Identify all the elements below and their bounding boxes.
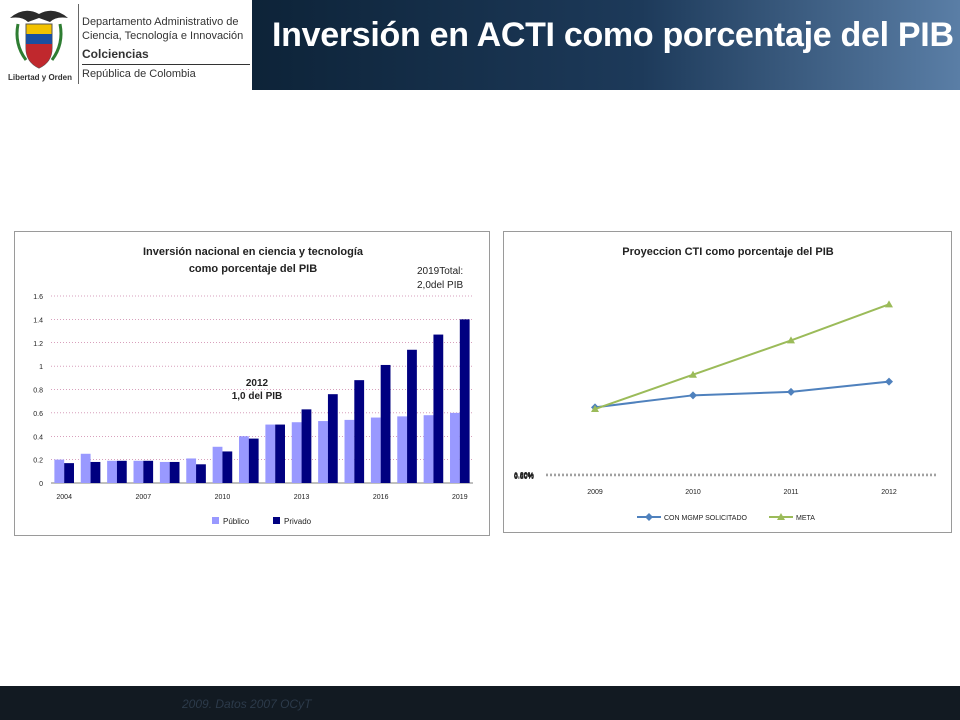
org-line-2: Ciencia, Tecnología e Innovación bbox=[82, 30, 244, 42]
bar-chart-title: Inversión nacional en ciencia y tecnolog… bbox=[143, 246, 364, 258]
bar-publico-2015 bbox=[344, 419, 355, 483]
bar-x-tick-label: 2013 bbox=[294, 494, 310, 501]
bar-publico-2007 bbox=[133, 460, 144, 483]
bar-privado-2008 bbox=[169, 461, 180, 483]
bar-publico-2010 bbox=[212, 446, 223, 483]
annotation-2012-line1: 2012 bbox=[246, 378, 269, 389]
motto-text: Libertad y Orden bbox=[7, 73, 72, 82]
bar-publico-2004 bbox=[54, 459, 65, 483]
bar-privado-2012 bbox=[275, 424, 285, 483]
bar-publico-2006 bbox=[107, 460, 117, 483]
investment-bar-chart: Inversión nacional en ciencia y tecnolog… bbox=[14, 231, 490, 536]
annotation-2019-line2: 2,0del PIB bbox=[417, 280, 463, 291]
footer-bar bbox=[0, 686, 960, 720]
bar-privado-2011 bbox=[248, 438, 259, 483]
org-line-4: República de Colombia bbox=[82, 68, 196, 80]
bar-y-tick-label: 0.2 bbox=[33, 458, 43, 465]
bar-privado-2006 bbox=[116, 460, 127, 483]
annotation-2019-line1: 2019Total: bbox=[417, 266, 463, 277]
bar-publico-2016 bbox=[370, 417, 381, 483]
bar-privado-2019 bbox=[459, 319, 470, 483]
line-x-tick-label: 2012 bbox=[881, 489, 897, 496]
logo-area: Libertad y Orden Departamento Administra… bbox=[0, 0, 252, 90]
line-point-meta-2012 bbox=[885, 300, 893, 308]
footer-source-text: 2009. Datos 2007 OCyT bbox=[182, 697, 312, 711]
bar-x-tick-label: 2016 bbox=[373, 494, 389, 501]
bar-legend-label-1: Privado bbox=[284, 517, 312, 526]
bar-privado-2017 bbox=[407, 349, 417, 483]
bar-publico-2008 bbox=[159, 461, 170, 483]
line-x-tick-label: 2011 bbox=[783, 489, 798, 496]
line-legend-label-0: CON MGMP SOLICITADO bbox=[664, 515, 748, 522]
bar-privado-2014 bbox=[327, 394, 338, 483]
bar-privado-2013 bbox=[301, 409, 312, 483]
bar-y-tick-label: 0.6 bbox=[33, 411, 43, 418]
bar-x-tick-label: 2007 bbox=[136, 494, 152, 501]
bar-publico-2009 bbox=[186, 458, 197, 483]
logo-rule bbox=[82, 64, 250, 65]
bar-y-tick-label: 0.8 bbox=[33, 388, 43, 395]
slide-title: Inversión en ACTI como porcentaje del PI… bbox=[272, 16, 954, 54]
bar-privado-2004 bbox=[64, 463, 74, 483]
bar-y-tick-label: 0 bbox=[39, 481, 43, 488]
line-point-meta-2011 bbox=[787, 336, 795, 344]
bar-publico-2011 bbox=[239, 436, 249, 483]
bar-privado-2007 bbox=[143, 460, 154, 483]
line-legend-marker-1 bbox=[777, 513, 785, 520]
line-y-tick-label: 1.00% bbox=[514, 472, 534, 479]
bar-x-tick-label: 2019 bbox=[452, 494, 468, 501]
bar-legend-label-0: Público bbox=[223, 517, 250, 526]
line-x-tick-label: 2009 bbox=[587, 489, 603, 496]
bar-privado-2015 bbox=[354, 380, 365, 483]
bar-publico-2018 bbox=[423, 415, 434, 483]
bar-y-tick-label: 1.6 bbox=[33, 294, 43, 301]
line-point-meta-2010 bbox=[689, 370, 697, 378]
bar-chart-svg: Inversión nacional en ciencia y tecnolog… bbox=[33, 246, 473, 526]
bar-privado-2009 bbox=[196, 464, 206, 483]
bar-privado-2016 bbox=[380, 364, 391, 483]
bar-y-tick-label: 1.4 bbox=[33, 317, 43, 324]
line-y-tick-label: 0.00% bbox=[514, 474, 534, 481]
line-y-tick-label: 0.80% bbox=[514, 473, 534, 480]
bar-y-tick-label: 0.4 bbox=[33, 434, 43, 441]
line-series-0 bbox=[594, 380, 890, 409]
line-chart-svg: Proyeccion CTI como porcentaje del PIB 0… bbox=[514, 246, 938, 522]
bar-y-tick-label: 1 bbox=[39, 364, 43, 371]
title-bar bbox=[252, 0, 960, 90]
line-series-1 bbox=[594, 303, 890, 410]
bar-publico-2013 bbox=[291, 422, 302, 483]
line-point-con-mgmp-2011 bbox=[787, 387, 795, 396]
projection-line-chart: Proyeccion CTI como porcentaje del PIB 0… bbox=[503, 231, 952, 533]
line-x-tick-label: 2010 bbox=[685, 489, 701, 496]
line-chart-title: Proyeccion CTI como porcentaje del PIB bbox=[622, 246, 834, 258]
line-point-con-mgmp-2012 bbox=[885, 377, 893, 386]
line-legend-marker-0 bbox=[645, 513, 653, 521]
line-y-tick-label: 1.20% bbox=[514, 472, 534, 479]
line-point-con-mgmp-2010 bbox=[689, 391, 697, 400]
line-point-meta-2009 bbox=[591, 405, 599, 413]
org-line-3: Colciencias bbox=[82, 47, 149, 61]
org-line-1: Departamento Administrativo de bbox=[82, 16, 239, 28]
bar-publico-2019 bbox=[450, 412, 460, 483]
bar-publico-2005 bbox=[80, 453, 91, 483]
bar-publico-2017 bbox=[397, 416, 408, 483]
line-y-tick-label: 0.60% bbox=[514, 473, 534, 480]
bar-privado-2018 bbox=[433, 334, 444, 483]
annotation-2012-line2: 1,0 del PIB bbox=[232, 391, 283, 402]
line-y-tick-label: 0.40% bbox=[514, 473, 534, 480]
bar-legend-swatch-0 bbox=[212, 517, 219, 524]
bar-y-tick-label: 1.2 bbox=[33, 341, 43, 348]
logo-divider bbox=[78, 4, 79, 84]
line-legend-label-1: META bbox=[796, 515, 815, 522]
bar-privado-2010 bbox=[222, 451, 233, 483]
line-y-tick-label: 0.20% bbox=[514, 474, 534, 481]
bar-privado-2005 bbox=[90, 461, 101, 483]
bar-x-tick-label: 2004 bbox=[56, 494, 72, 501]
bar-publico-2012 bbox=[265, 424, 276, 483]
coat-of-arms-icon bbox=[10, 10, 68, 69]
bar-chart-subtitle: como porcentaje del PIB bbox=[189, 263, 317, 275]
bar-publico-2014 bbox=[318, 421, 328, 483]
bar-x-tick-label: 2010 bbox=[215, 494, 231, 501]
bar-legend-swatch-1 bbox=[273, 517, 280, 524]
